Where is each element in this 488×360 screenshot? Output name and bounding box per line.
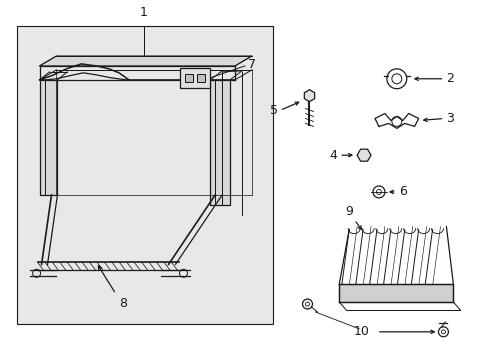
- Polygon shape: [356, 149, 370, 161]
- Text: 9: 9: [345, 205, 352, 218]
- Bar: [40, 80, 57, 195]
- Polygon shape: [304, 90, 314, 102]
- Text: 3: 3: [446, 112, 453, 125]
- Bar: [197, 74, 205, 82]
- Text: 6: 6: [398, 185, 406, 198]
- Text: 8: 8: [119, 297, 127, 310]
- Text: 2: 2: [446, 72, 453, 85]
- Text: 5: 5: [269, 104, 277, 117]
- Bar: [180, 68, 210, 88]
- Polygon shape: [40, 56, 251, 66]
- Bar: [210, 80, 230, 205]
- Text: 10: 10: [353, 325, 369, 338]
- Bar: [17, 26, 272, 324]
- Bar: [185, 74, 193, 82]
- Bar: [339, 284, 452, 302]
- Text: 4: 4: [329, 149, 337, 162]
- Text: 1: 1: [140, 6, 147, 19]
- Text: 7: 7: [247, 58, 255, 71]
